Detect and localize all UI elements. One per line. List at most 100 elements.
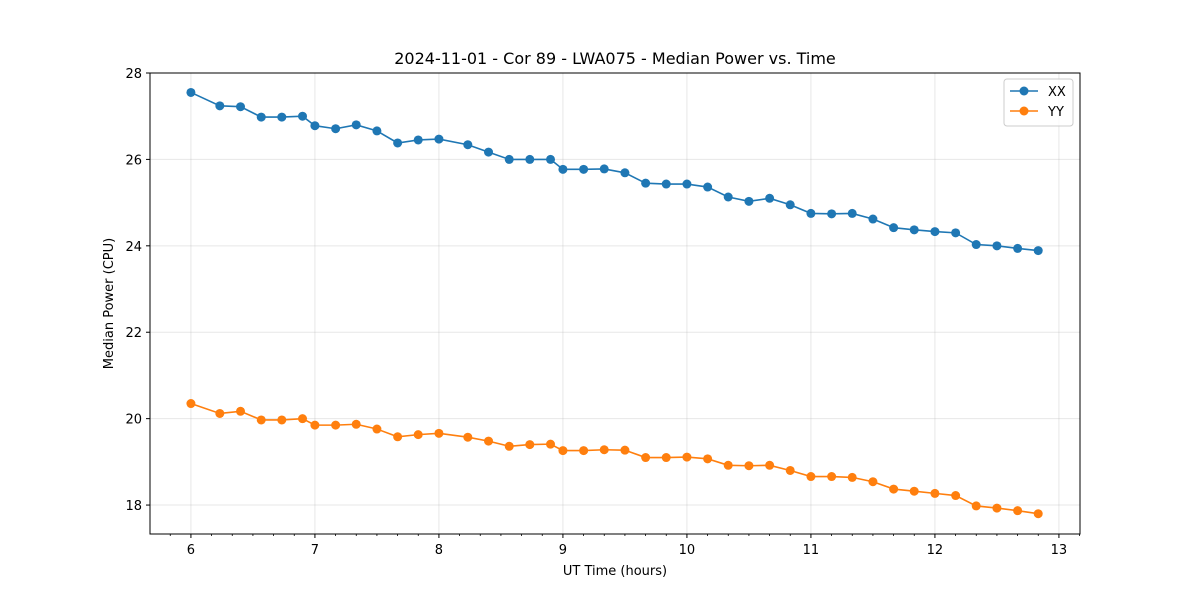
data-point-yy [298, 414, 308, 424]
data-point-yy [372, 424, 382, 434]
data-point-xx [641, 178, 651, 188]
data-point-yy [413, 430, 423, 440]
data-point-yy [331, 420, 341, 430]
data-point-xx [1033, 246, 1043, 256]
data-point-xx [310, 121, 320, 131]
data-point-yy [951, 491, 961, 501]
x-tick-label: 7 [311, 543, 319, 558]
series-layer [186, 87, 1043, 519]
data-point-xx [558, 164, 568, 174]
data-point-yy [930, 488, 940, 498]
data-point-yy [723, 460, 733, 470]
data-point-xx [847, 208, 857, 218]
y-tick-label: 24 [125, 240, 142, 255]
legend-label-xx: XX [1048, 85, 1066, 100]
data-point-yy [484, 436, 494, 446]
data-point-yy [703, 454, 713, 464]
data-point-xx [723, 192, 733, 202]
data-point-xx [413, 135, 423, 145]
y-tick-label: 18 [125, 499, 142, 514]
data-point-yy [971, 501, 981, 511]
data-point-yy [525, 440, 535, 450]
data-point-xx [930, 227, 940, 237]
x-tick-label: 6 [187, 543, 195, 558]
x-tick-label: 13 [1051, 543, 1068, 558]
y-tick-label: 22 [125, 326, 142, 341]
data-point-yy [277, 415, 287, 425]
data-point-yy [463, 432, 473, 442]
data-point-xx [703, 182, 713, 192]
data-point-yy [682, 452, 692, 462]
data-point-xx [331, 124, 341, 134]
data-point-xx [579, 164, 589, 174]
x-tick-label: 12 [927, 543, 944, 558]
data-point-xx [992, 241, 1002, 251]
data-point-xx [236, 102, 246, 112]
data-point-yy [504, 441, 514, 451]
legend-marker-xx [1019, 86, 1029, 96]
data-point-yy [215, 408, 225, 418]
data-point-yy [434, 428, 444, 438]
x-tick-label: 8 [435, 543, 443, 558]
x-tick-label: 9 [559, 543, 567, 558]
data-point-xx [785, 200, 795, 210]
data-point-yy [1033, 509, 1043, 519]
data-point-xx [1013, 243, 1023, 253]
data-point-yy [558, 446, 568, 456]
legend-label-yy: YY [1047, 105, 1064, 120]
data-point-xx [971, 240, 981, 250]
data-point-xx [525, 154, 535, 164]
data-point-yy [351, 419, 361, 429]
x-tick-label: 11 [803, 543, 820, 558]
data-point-yy [310, 420, 320, 430]
data-point-xx [806, 208, 816, 218]
data-point-yy [744, 461, 754, 471]
data-point-xx [599, 164, 609, 174]
data-point-xx [256, 112, 266, 122]
data-point-xx [889, 223, 899, 233]
data-point-xx [951, 228, 961, 238]
y-tick-label: 26 [125, 153, 142, 168]
data-point-xx [546, 154, 556, 164]
data-point-yy [620, 445, 630, 455]
data-point-xx [186, 87, 196, 97]
data-point-xx [434, 134, 444, 144]
x-tick-label: 10 [679, 543, 696, 558]
data-point-yy [236, 406, 246, 416]
data-point-xx [827, 209, 837, 219]
chart-title: 2024-11-01 - Cor 89 - LWA075 - Median Po… [394, 49, 836, 68]
data-point-yy [992, 503, 1002, 513]
data-point-yy [827, 472, 837, 482]
data-point-yy [868, 477, 878, 487]
data-point-yy [599, 445, 609, 455]
data-point-xx [682, 179, 692, 189]
data-point-yy [765, 460, 775, 470]
data-point-yy [785, 465, 795, 475]
y-tick-label: 20 [125, 413, 142, 428]
data-point-xx [504, 154, 514, 164]
data-point-xx [661, 179, 671, 189]
data-point-xx [744, 196, 754, 206]
data-point-yy [661, 453, 671, 463]
data-point-yy [579, 446, 589, 456]
axis-ticks: 6 7 8 9 10 11 12 13 18 20 22 24 26 28 [125, 67, 1080, 558]
y-axis-label: Median Power (CPU) [102, 238, 117, 369]
data-point-yy [256, 415, 266, 425]
data-point-xx [620, 168, 630, 178]
data-point-xx [463, 140, 473, 150]
data-point-xx [393, 138, 403, 148]
data-point-xx [351, 120, 361, 130]
y-tick-label: 28 [125, 67, 142, 82]
data-point-xx [215, 101, 225, 111]
data-point-xx [298, 111, 308, 121]
data-point-xx [484, 147, 494, 157]
data-point-yy [847, 472, 857, 482]
data-point-xx [372, 126, 382, 136]
data-point-xx [868, 214, 878, 224]
plot-frame [149, 72, 1081, 535]
data-point-yy [889, 484, 899, 494]
data-point-xx [765, 193, 775, 203]
data-point-yy [186, 399, 196, 409]
